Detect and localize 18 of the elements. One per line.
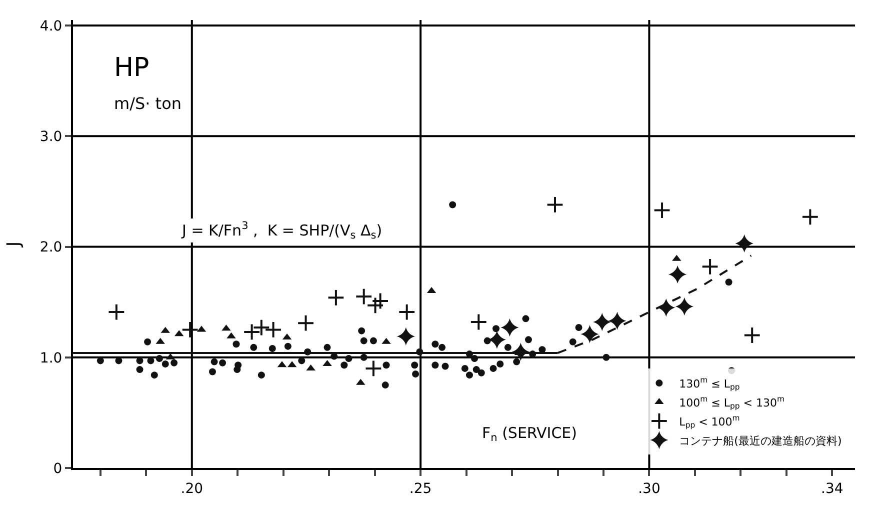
y-axis-title: J — [4, 241, 25, 248]
annotation: J = K/Fn$^{3}$ , K = SHP/(V$_{s}$ Δ$_{s}$) — [181, 220, 382, 242]
y-tick-label: 4.0 — [40, 18, 62, 34]
annotation: m/S· ton — [114, 94, 182, 113]
annotation: F$_{n}$ (SERVICE) — [482, 424, 578, 444]
x-tick-label: .25 — [409, 480, 432, 497]
legend-label: L$_{pp}$ < 100$^{m}$ — [679, 414, 740, 430]
x-tick-label: .20 — [180, 480, 204, 497]
legend-label: 130$^{m}$ ≤ L$_{pp}$ — [679, 376, 740, 392]
legend-label: コンテナ船(最近の建造船の資料) — [679, 434, 842, 448]
x-tick-label: .30 — [638, 480, 660, 497]
legend-label: 100$^{m}$ ≤ L$_{pp}$ < 130$^{m}$ — [679, 394, 785, 411]
annotation: HP — [114, 53, 150, 83]
y-tick-label: 3.0 — [40, 129, 62, 146]
y-tick-label: 2.0 — [40, 240, 62, 256]
y-tick-label: 1.0 — [40, 350, 62, 366]
y-tick-label: 0 — [53, 460, 62, 477]
x-tick-label: .34 — [820, 480, 844, 497]
